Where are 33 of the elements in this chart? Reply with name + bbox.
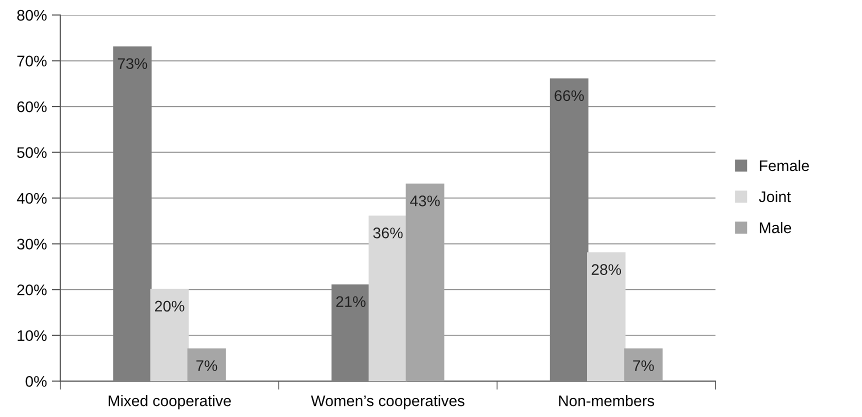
data-label: 7% — [633, 360, 654, 372]
legend-label: Joint — [758, 190, 791, 202]
data-label: 36% — [373, 228, 403, 238]
data-label: 7% — [196, 360, 218, 372]
y-tick-label: 0% — [26, 376, 47, 387]
data-label: 43% — [410, 196, 440, 206]
y-tick-label: 20% — [17, 284, 47, 296]
y-tick-label: 80% — [17, 10, 47, 21]
bar — [587, 252, 626, 382]
y-tick-label: 50% — [17, 147, 47, 158]
bar — [550, 78, 588, 382]
bar — [113, 46, 152, 382]
bar — [332, 284, 370, 382]
bar — [406, 184, 444, 382]
data-label: 28% — [592, 264, 622, 275]
y-tick-label: 70% — [17, 56, 47, 66]
data-label: 73% — [118, 58, 148, 70]
y-tick-label: 60% — [17, 101, 47, 112]
data-label: 21% — [336, 296, 366, 307]
bar — [150, 288, 189, 382]
y-tick-label: 40% — [16, 192, 47, 204]
bar — [368, 216, 408, 382]
bar — [624, 348, 663, 382]
data-label: 66% — [554, 90, 584, 102]
x-tick-label: Non-members — [559, 395, 654, 406]
y-tick-label: 10% — [18, 330, 47, 342]
bar — [187, 348, 226, 382]
x-tick-label: Women’s cooperatives — [310, 395, 464, 410]
legend-label: Female — [760, 160, 809, 172]
y-tick-label: 30% — [17, 238, 47, 250]
legend-label: Male — [760, 222, 792, 234]
x-tick-label: Mixed cooperative — [108, 395, 231, 410]
data-label: 20% — [155, 300, 184, 312]
